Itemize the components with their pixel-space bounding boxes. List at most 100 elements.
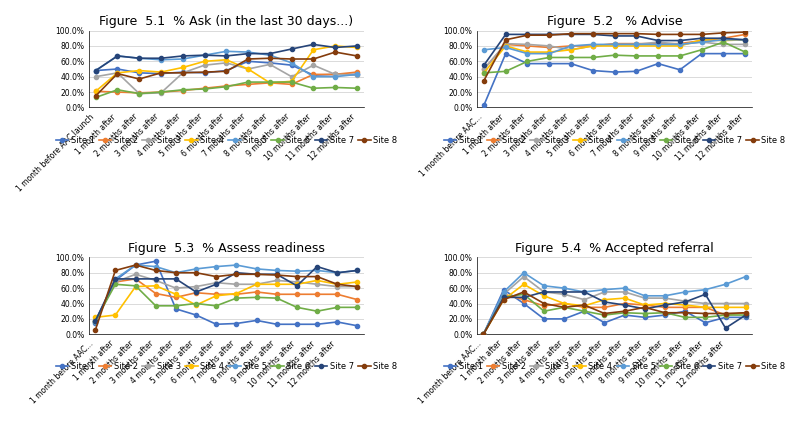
Site 4 — [478, 332, 488, 337]
Site 2 — [222, 83, 231, 88]
Site 4 — [588, 43, 598, 48]
Site 1 — [232, 321, 242, 326]
Site 5 — [610, 42, 619, 47]
Site 1 — [252, 318, 262, 323]
Site 8 — [539, 301, 549, 306]
Site 1 — [566, 61, 576, 66]
Site 1 — [134, 70, 144, 75]
Site 3 — [309, 62, 318, 68]
Site 2 — [478, 332, 488, 337]
Site 4 — [479, 70, 489, 75]
Site 3 — [579, 297, 589, 302]
Site 7 — [519, 295, 529, 300]
Site 6 — [90, 319, 100, 324]
Site 6 — [211, 303, 221, 308]
Site 4 — [610, 43, 619, 48]
Site 5 — [287, 60, 297, 65]
Site 6 — [478, 332, 488, 337]
Site 3 — [243, 66, 253, 71]
Site 7 — [701, 292, 710, 297]
Site 7 — [292, 283, 302, 288]
Line: Site 8: Site 8 — [93, 263, 359, 333]
Site 1 — [333, 320, 342, 325]
Site 3 — [610, 42, 619, 47]
Site 4 — [660, 301, 670, 306]
Site 2 — [134, 90, 144, 95]
Site 7 — [191, 289, 201, 294]
Site 2 — [579, 305, 589, 310]
Site 7 — [312, 264, 322, 269]
Site 6 — [675, 53, 685, 58]
Site 6 — [352, 86, 362, 91]
Legend: Site 1, Site 2, Site 3, Site 4, Site 5, Site 6, Site 7, Site 8: Site 1, Site 2, Site 3, Site 4, Site 5, … — [52, 132, 401, 148]
Site 3 — [519, 274, 529, 279]
Site 1 — [522, 61, 532, 66]
Line: Site 7: Site 7 — [93, 265, 359, 323]
Site 2 — [312, 292, 322, 297]
Site 4 — [680, 302, 690, 307]
Site 8 — [522, 32, 532, 38]
Site 2 — [701, 305, 710, 310]
Site 7 — [499, 295, 509, 300]
Site 5 — [701, 287, 710, 292]
Site 2 — [501, 42, 510, 47]
Site 3 — [151, 278, 161, 283]
Site 2 — [545, 45, 554, 50]
Site 1 — [91, 68, 101, 73]
Site 5 — [620, 285, 630, 291]
Site 7 — [620, 302, 630, 307]
Line: Site 5: Site 5 — [482, 38, 747, 56]
Site 7 — [91, 68, 101, 73]
Site 6 — [171, 303, 181, 308]
Site 6 — [330, 85, 340, 90]
Site 2 — [559, 301, 569, 306]
Site 6 — [222, 84, 231, 89]
Site 2 — [741, 310, 750, 315]
Site 2 — [660, 305, 670, 310]
Site 6 — [545, 55, 554, 60]
Site 5 — [113, 53, 122, 58]
Legend: Site 1, Site 2, Site 3, Site 4, Site 5, Site 6, Site 7, Site 8: Site 1, Site 2, Site 3, Site 4, Site 5, … — [441, 359, 789, 375]
Site 7 — [330, 45, 340, 50]
Site 4 — [292, 282, 302, 287]
Site 7 — [232, 270, 242, 275]
Site 6 — [660, 310, 670, 315]
Site 6 — [721, 313, 730, 318]
Site 1 — [539, 316, 549, 321]
Site 7 — [539, 289, 549, 294]
Site 8 — [243, 56, 253, 61]
Line: Site 4: Site 4 — [482, 282, 748, 336]
Line: Site 6: Site 6 — [482, 292, 748, 336]
Site 5 — [545, 51, 554, 56]
Line: Site 5: Site 5 — [93, 263, 359, 324]
Site 4 — [522, 49, 532, 55]
Site 5 — [522, 51, 532, 56]
Site 6 — [265, 80, 274, 85]
Site 6 — [559, 305, 569, 310]
Site 5 — [478, 332, 488, 337]
Site 3 — [640, 296, 650, 301]
Site 6 — [519, 292, 529, 297]
Site 3 — [501, 41, 510, 46]
Site 6 — [156, 90, 166, 95]
Site 7 — [171, 276, 181, 281]
Site 2 — [265, 80, 274, 85]
Site 4 — [272, 282, 282, 287]
Site 8 — [499, 297, 509, 302]
Site 2 — [588, 43, 598, 48]
Title: Figure  5.4  % Accepted referral: Figure 5.4 % Accepted referral — [515, 242, 714, 255]
Site 2 — [631, 41, 641, 46]
Site 4 — [600, 297, 610, 302]
Site 4 — [110, 313, 120, 318]
Site 4 — [130, 284, 140, 289]
Site 8 — [620, 309, 630, 314]
Site 1 — [579, 309, 589, 314]
Site 7 — [178, 53, 187, 58]
Site 1 — [499, 287, 509, 292]
Site 2 — [272, 292, 282, 297]
Site 2 — [151, 291, 161, 296]
Site 1 — [680, 309, 690, 314]
Site 3 — [559, 292, 569, 297]
Site 5 — [519, 270, 529, 275]
Site 4 — [501, 43, 510, 48]
